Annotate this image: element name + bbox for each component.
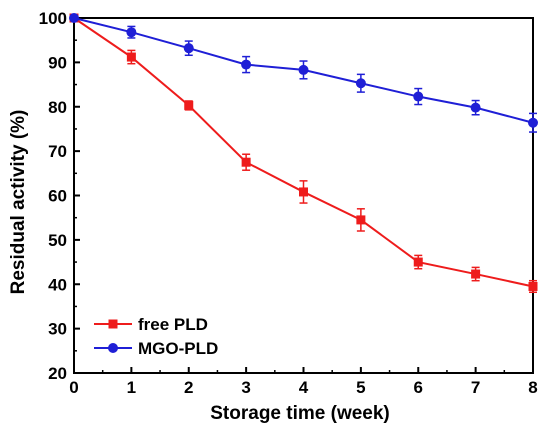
data-point — [299, 187, 308, 197]
x-tick-label: 4 — [299, 378, 309, 397]
data-point — [413, 257, 423, 267]
data-point — [241, 157, 251, 167]
legend-item: MGO-PLD — [94, 339, 218, 358]
x-axis-title: Storage time (week) — [210, 403, 390, 424]
data-point — [184, 100, 194, 110]
y-tick-label: 50 — [48, 231, 67, 250]
legend-label: MGO-PLD — [138, 339, 218, 358]
data-point — [413, 91, 424, 102]
x-tick-label: 5 — [356, 378, 365, 397]
y-axis-title: Residual activity (%) — [8, 110, 29, 295]
y-tick-label: 100 — [39, 9, 67, 28]
data-point — [470, 102, 481, 113]
legend-item: free PLD — [94, 315, 208, 334]
legend-marker — [108, 319, 118, 329]
y-tick-label: 80 — [48, 98, 67, 117]
data-point — [528, 117, 538, 128]
x-tick-label: 0 — [69, 378, 78, 397]
y-tick-label: 40 — [48, 275, 67, 294]
data-point — [126, 52, 136, 62]
x-tick-label: 1 — [127, 378, 136, 397]
y-tick-label: 30 — [48, 320, 67, 339]
data-point — [471, 269, 481, 279]
series-line — [73, 17, 534, 288]
x-axis-ticks: 0 1 2 3 4 5 6 7 8 — [69, 367, 538, 397]
data-point — [69, 13, 79, 23]
y-axis-ticks: 20 30 40 50 60 70 80 90 100 — [39, 9, 80, 383]
y-tick-label: 90 — [48, 53, 67, 72]
legend: free PLD MGO-PLD — [94, 315, 218, 358]
data-point — [356, 215, 366, 225]
data-point — [241, 59, 252, 70]
data-point — [528, 281, 538, 291]
data-point — [298, 64, 309, 75]
series-layer — [69, 13, 538, 293]
x-tick-label: 8 — [528, 378, 537, 397]
y-tick-label: 70 — [48, 142, 67, 161]
data-point — [183, 43, 194, 54]
legend-label: free PLD — [138, 315, 208, 334]
y-tick-label: 60 — [48, 187, 67, 206]
series-mgo-pld — [69, 13, 538, 133]
data-point — [126, 27, 137, 38]
x-tick-label: 6 — [414, 378, 423, 397]
legend-marker — [108, 343, 118, 353]
x-tick-label: 7 — [471, 378, 480, 397]
x-tick-label: 2 — [184, 378, 193, 397]
series-free-pld — [69, 13, 538, 293]
x-tick-label: 3 — [241, 378, 250, 397]
data-point — [355, 78, 366, 89]
y-tick-label: 20 — [48, 364, 67, 383]
